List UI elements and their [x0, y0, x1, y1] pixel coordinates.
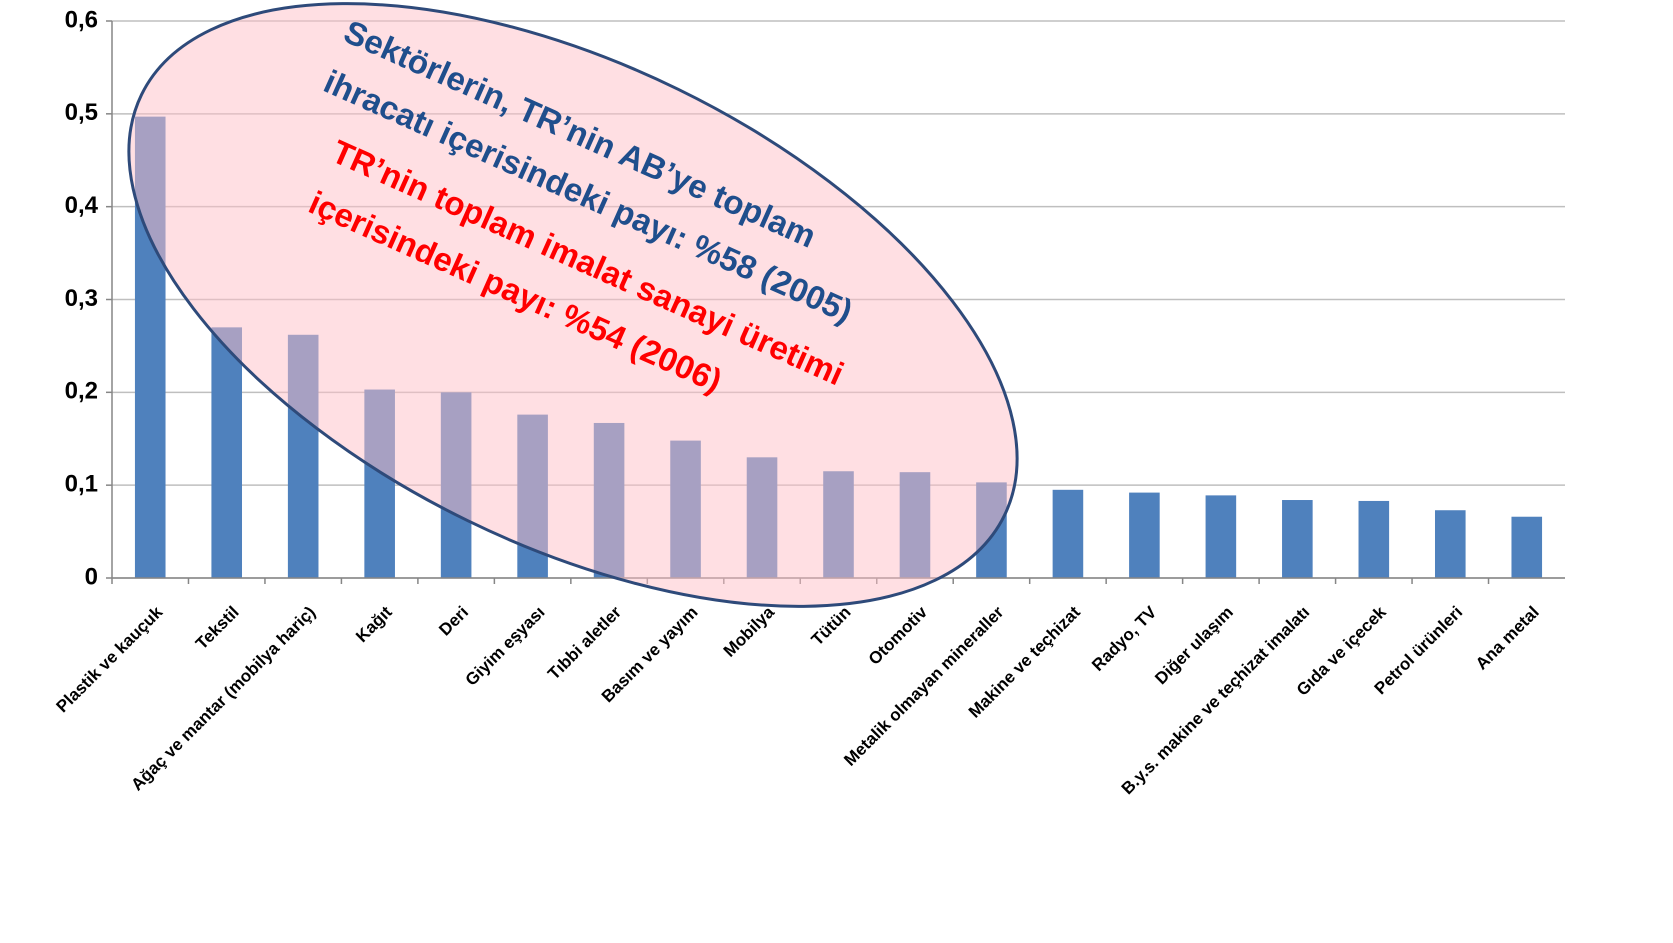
y-tick-label: 0,1 [65, 471, 98, 498]
bar [1511, 516, 1543, 578]
x-tick-label: Ana metal [1472, 603, 1543, 674]
x-tick-label: Tütün [808, 603, 855, 650]
y-tick-label: 0,3 [65, 285, 98, 312]
x-tick-label: Giyim eşyası [462, 603, 549, 690]
y-tick-label: 0,2 [65, 378, 98, 405]
bar [1052, 489, 1084, 578]
x-tick-label: Tekstil [192, 603, 243, 654]
y-tick-label: 0,4 [65, 192, 99, 219]
y-tick-label: 0,6 [65, 6, 98, 33]
bar [1358, 500, 1390, 578]
x-tick-label: Kağıt [352, 602, 396, 646]
x-tick-label: Mobilya [720, 602, 779, 661]
bar [1129, 492, 1160, 578]
bar [1434, 510, 1466, 578]
bar [211, 327, 243, 578]
x-tick-label: Radyo, TV [1088, 602, 1161, 675]
highlight-ellipse [127, 2, 1019, 608]
bar [1282, 500, 1313, 578]
y-tick-label: 0,5 [65, 99, 98, 126]
x-tick-label: Metalik olmayan mineraller [840, 602, 1007, 769]
x-tick-label: Otomotiv [865, 602, 932, 669]
x-tick-label: Diğer ulaşım [1151, 603, 1237, 689]
y-tick-label: 0 [85, 563, 98, 590]
x-tick-label: Tıbbi aletler [544, 602, 625, 683]
bar [1205, 495, 1237, 578]
x-tick-label: Plastik ve kauçuk [53, 602, 167, 716]
x-tick-label: Deri [435, 603, 472, 640]
